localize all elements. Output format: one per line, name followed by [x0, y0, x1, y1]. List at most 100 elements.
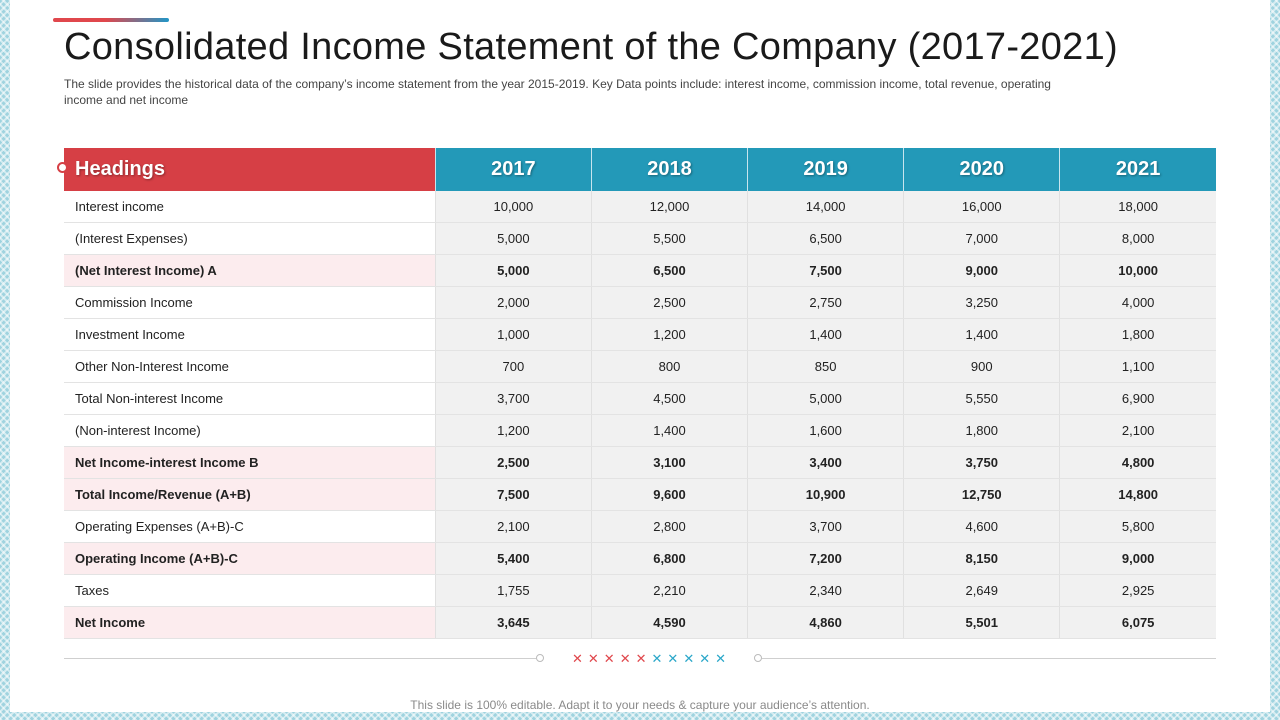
row-value: 4,590 [590, 606, 748, 639]
table-row: Taxes 1,755 2,210 2,340 2,649 2,925 [64, 574, 1216, 607]
row-value: 5,000 [434, 222, 592, 255]
table-row: Investment Income 1,000 1,200 1,400 1,400 1,8… [64, 318, 1216, 351]
row-value: 18,000 [1059, 191, 1216, 223]
row-value: 10,000 [1059, 254, 1216, 287]
row-value: 4,800 [1059, 446, 1216, 479]
row-value: 8,150 [903, 542, 1060, 575]
row-value: 2,500 [590, 286, 748, 319]
row-value: 7,200 [747, 542, 904, 575]
table-row: Interest income 10,000 12,000 14,000 16,000 1… [64, 191, 1216, 223]
row-value: 2,925 [1059, 574, 1216, 607]
row-value: 1,100 [1059, 350, 1216, 383]
row-value: 7,500 [747, 254, 904, 287]
cross-icon: ✕ [715, 650, 727, 666]
row-label: (Interest Expenses) [64, 222, 436, 255]
row-value: 4,860 [747, 606, 904, 639]
cross-icon: ✕ [667, 650, 679, 666]
ring-right-icon [754, 654, 762, 662]
table-row: (Interest Expenses) 5,000 5,500 6,500 7,000 8… [64, 222, 1216, 255]
cross-icon: ✕ [635, 650, 647, 666]
row-value: 2,750 [747, 286, 904, 319]
cross-icon: ✕ [683, 650, 695, 666]
row-value: 2,210 [590, 574, 748, 607]
table-row: (Net Interest Income) A 5,000 6,500 7,500 9,… [64, 254, 1216, 287]
header-year: 2020 [903, 148, 1060, 191]
page-subtitle: The slide provides the historical data o… [64, 77, 1051, 107]
row-label: Commission Income [64, 286, 436, 319]
header-year: 2019 [747, 148, 904, 191]
row-label: Operating Expenses (A+B)-C [64, 510, 436, 543]
table-row: Commission Income 2,000 2,500 2,750 3,250 4,0… [64, 286, 1216, 319]
row-value: 3,700 [747, 510, 904, 543]
row-label: Net Income [64, 606, 436, 639]
row-value: 10,000 [434, 191, 592, 223]
row-value: 1,200 [590, 318, 748, 351]
row-label: Interest income [64, 191, 436, 223]
row-value: 1,400 [903, 318, 1060, 351]
row-label: Investment Income [64, 318, 436, 351]
row-label: Taxes [64, 574, 436, 607]
row-value: 7,500 [434, 478, 592, 511]
row-value: 700 [434, 350, 592, 383]
table-row: Total Non-interest Income 3,700 4,500 5,000… [64, 382, 1216, 415]
cross-icon: ✕ [619, 650, 631, 666]
row-value: 12,750 [903, 478, 1060, 511]
cross-marks: ✕ ✕ ✕ ✕ ✕ ✕ ✕ ✕ ✕ ✕ [572, 652, 726, 665]
row-value: 1,600 [747, 414, 904, 447]
row-value: 6,500 [590, 254, 748, 287]
row-value: 16,000 [903, 191, 1060, 223]
header-year: 2018 [590, 148, 748, 191]
row-value: 2,649 [903, 574, 1060, 607]
row-value: 9,600 [590, 478, 748, 511]
header-bullet-icon [57, 162, 68, 173]
row-value: 1,200 [434, 414, 592, 447]
slide: Consolidated Income Statement of the Com… [10, 0, 1270, 712]
table-row: Operating Expenses (A+B)-C 2,100 2,800 3,70… [64, 510, 1216, 543]
row-label: Net Income-interest Income B [64, 446, 436, 479]
row-value: 4,000 [1059, 286, 1216, 319]
row-value: 800 [590, 350, 748, 383]
cross-icon: ✕ [699, 650, 711, 666]
cross-icon: ✕ [603, 650, 615, 666]
row-value: 2,100 [434, 510, 592, 543]
row-value: 5,400 [434, 542, 592, 575]
row-value: 3,100 [590, 446, 748, 479]
footer-note: This slide is 100% editable. Adapt it to… [410, 698, 870, 712]
row-label: (Net Interest Income) A [64, 254, 436, 287]
row-value: 1,400 [747, 318, 904, 351]
row-value: 4,600 [903, 510, 1060, 543]
row-value: 1,800 [1059, 318, 1216, 351]
income-statement-table: Headings 2017 2018 2019 2020 2021 Intere… [57, 148, 1216, 639]
row-value: 850 [747, 350, 904, 383]
divider-ornament: ✕ ✕ ✕ ✕ ✕ ✕ ✕ ✕ ✕ ✕ [536, 648, 762, 668]
row-value: 1,800 [903, 414, 1060, 447]
row-value: 8,000 [1059, 222, 1216, 255]
header-headings: Headings [57, 148, 436, 191]
row-label: Other Non-Interest Income [64, 350, 436, 383]
title-accent-bar [53, 18, 169, 22]
row-value: 2,800 [590, 510, 748, 543]
row-value: 5,500 [590, 222, 748, 255]
row-value: 2,500 [434, 446, 592, 479]
header-headings-label: Headings [75, 158, 166, 180]
row-value: 3,645 [434, 606, 592, 639]
row-value: 6,900 [1059, 382, 1216, 415]
table-row: Operating Income (A+B)-C 5,400 6,800 7,200 8… [64, 542, 1216, 575]
row-value: 2,340 [747, 574, 904, 607]
header-year: 2017 [434, 148, 592, 191]
row-value: 9,000 [1059, 542, 1216, 575]
table-header-row: Headings 2017 2018 2019 2020 2021 [57, 148, 1216, 191]
row-value: 6,500 [747, 222, 904, 255]
row-value: 1,755 [434, 574, 592, 607]
row-value: 14,000 [747, 191, 904, 223]
table-row: Other Non-Interest Income 700 800 850 900 1,1… [64, 350, 1216, 383]
row-value: 3,750 [903, 446, 1060, 479]
row-value: 900 [903, 350, 1060, 383]
row-value: 3,700 [434, 382, 592, 415]
row-value: 1,000 [434, 318, 592, 351]
cross-icon: ✕ [651, 650, 663, 666]
row-value: 14,800 [1059, 478, 1216, 511]
row-value: 5,800 [1059, 510, 1216, 543]
row-value: 2,100 [1059, 414, 1216, 447]
cross-icon: ✕ [571, 650, 583, 666]
